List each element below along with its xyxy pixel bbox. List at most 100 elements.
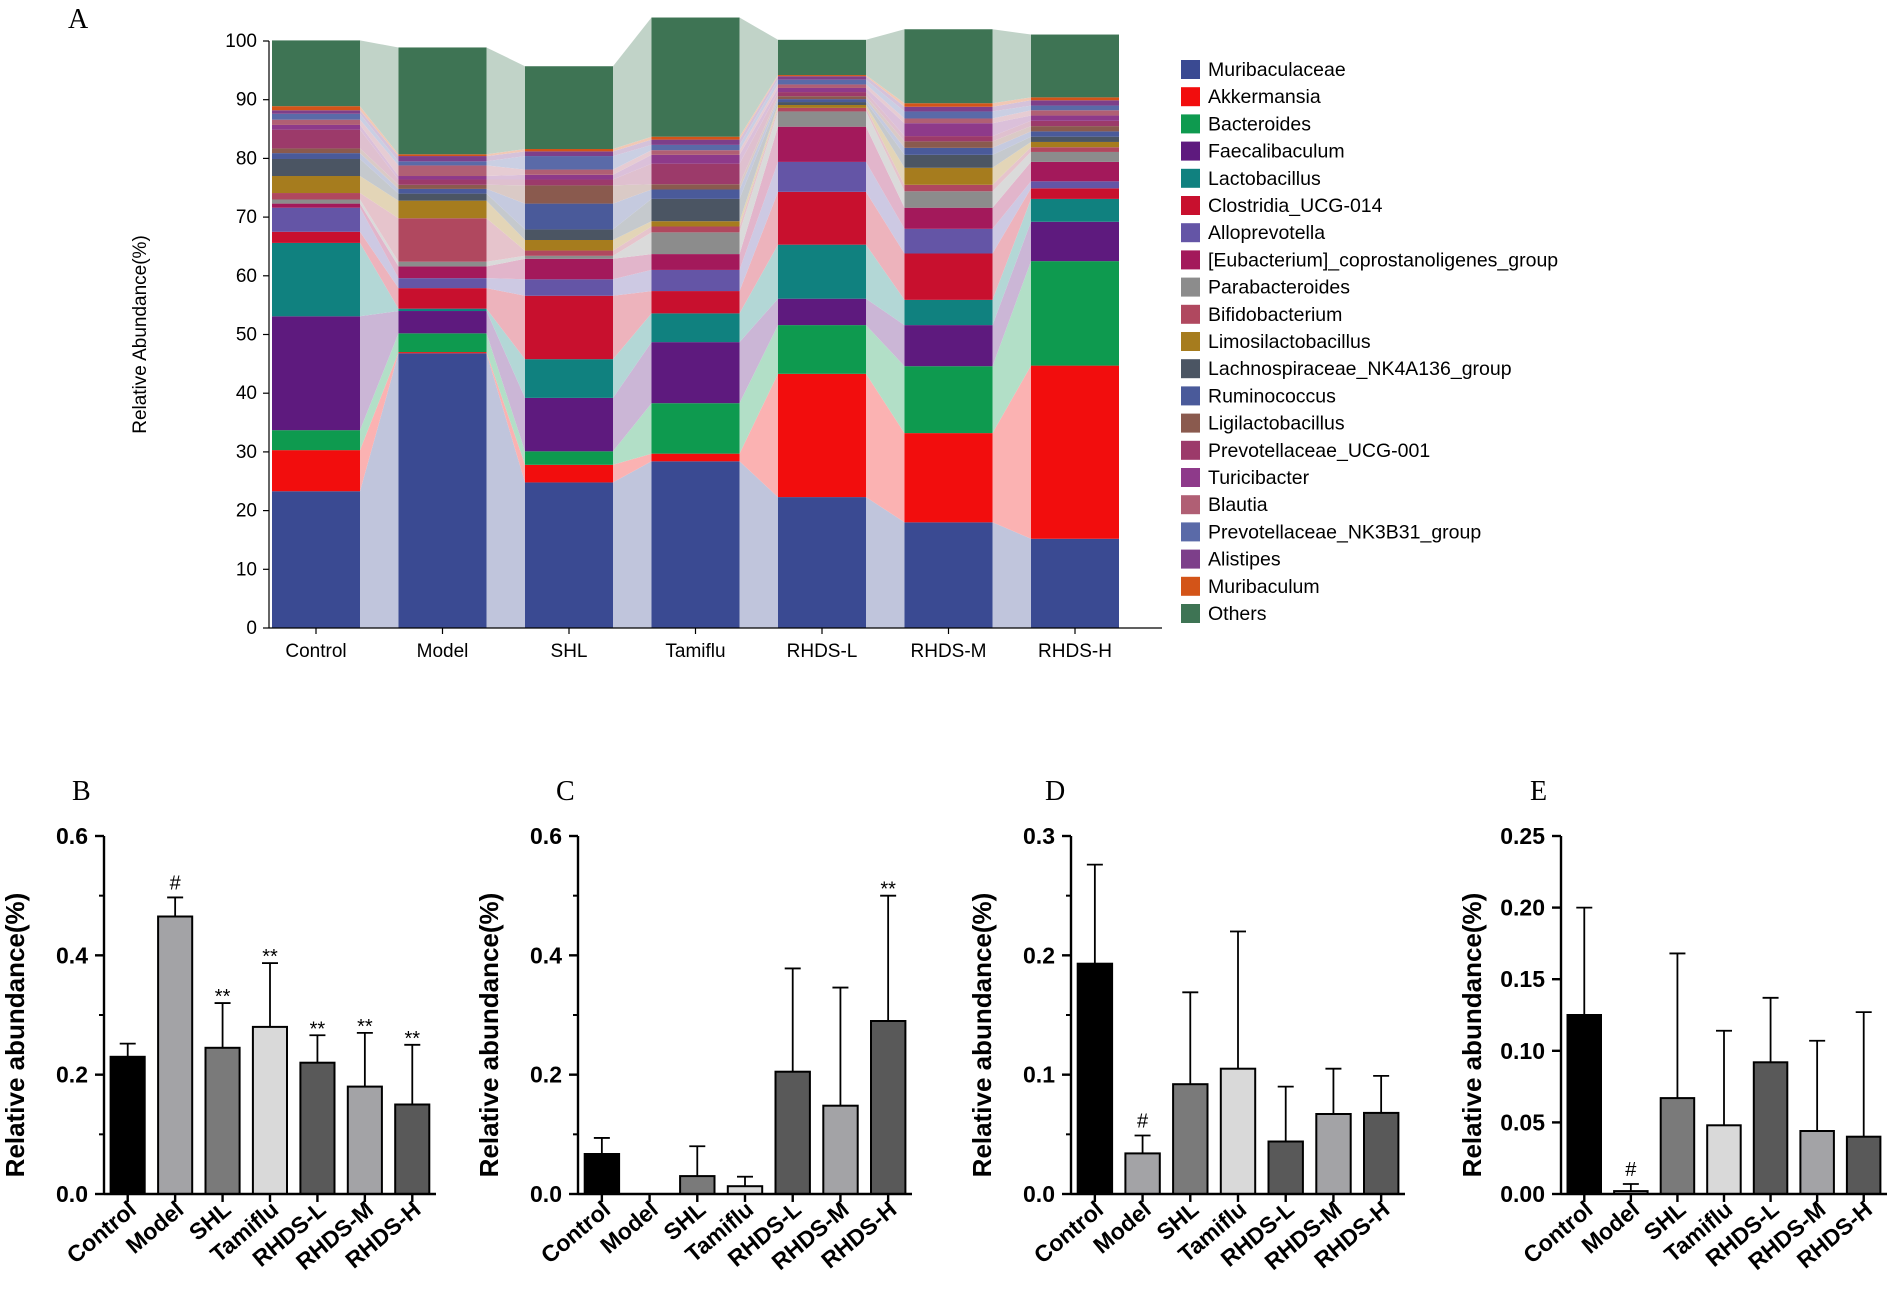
bar-segment xyxy=(525,229,613,240)
connector-band xyxy=(613,254,652,280)
connector-band xyxy=(613,136,652,152)
connector-band xyxy=(992,151,1031,208)
bar-segment xyxy=(525,239,613,251)
connector-band xyxy=(992,29,1031,104)
legend-swatch xyxy=(1181,495,1200,515)
connector-band xyxy=(866,76,905,112)
bar-segment xyxy=(525,359,613,398)
connector-band xyxy=(992,261,1031,434)
bar-segment xyxy=(1031,198,1119,222)
significance-mark: ** xyxy=(310,1018,326,1040)
bar-segment xyxy=(1031,34,1119,98)
bar-segment xyxy=(1031,261,1119,366)
bar-segment xyxy=(1031,136,1119,142)
bar-chart-d: #0.00.10.20.3ControlModelSHLTamifluRHDS-… xyxy=(967,823,1405,1275)
connector-band xyxy=(866,111,905,208)
bar-segment xyxy=(398,176,487,180)
bar xyxy=(1124,1152,1161,1196)
connector-band xyxy=(613,221,652,251)
connector-band xyxy=(360,106,399,157)
legend-swatch xyxy=(1181,522,1200,542)
legend-label: Ligilactobacillus xyxy=(1208,413,1345,435)
panel-letter-c: C xyxy=(556,776,575,807)
connector-band xyxy=(486,255,525,267)
significance-mark: ** xyxy=(215,986,231,1008)
bar-segment xyxy=(651,254,740,270)
bar-segment xyxy=(398,261,487,267)
bar xyxy=(109,1055,146,1196)
legend-swatch xyxy=(1181,277,1200,297)
bar-segment xyxy=(778,102,866,105)
legend-swatch xyxy=(1181,549,1200,569)
connector-band xyxy=(739,88,778,164)
bar-segment xyxy=(272,148,360,154)
y-tick-label: 0.4 xyxy=(530,942,562,968)
connector-band xyxy=(360,124,399,180)
bar-segment xyxy=(525,397,613,452)
connector-band xyxy=(739,126,778,270)
bar-chart-e: #0.000.050.100.150.200.25ControlModelSHL… xyxy=(1457,823,1887,1275)
connector-band xyxy=(613,163,652,186)
bar-segment xyxy=(651,144,740,151)
connector-band xyxy=(360,353,399,628)
bar xyxy=(299,1061,336,1195)
connector-band xyxy=(992,147,1031,192)
connector-band xyxy=(739,244,778,343)
connector-band xyxy=(739,79,778,151)
bar xyxy=(1566,1014,1602,1195)
bar-segment xyxy=(272,119,360,125)
legend-swatch xyxy=(1181,413,1200,433)
y-tick-label: 0.4 xyxy=(56,942,88,968)
bar xyxy=(346,1085,383,1195)
connector-band xyxy=(360,159,399,201)
y-tick-label: 0.0 xyxy=(1023,1181,1055,1207)
bar-segment xyxy=(272,113,360,120)
connector-band xyxy=(613,226,652,256)
bar-segment xyxy=(904,366,993,434)
bar-segment xyxy=(778,87,866,93)
bar-segment xyxy=(904,106,993,112)
connector-band xyxy=(613,139,652,157)
legend-label: Clostridia_UCG-014 xyxy=(1208,195,1383,217)
connector-band xyxy=(866,107,905,192)
connector-band xyxy=(613,342,652,452)
legend-swatch xyxy=(1181,196,1200,215)
connector-band xyxy=(739,92,778,185)
legend-swatch xyxy=(1181,359,1200,379)
bar-segment xyxy=(651,403,740,454)
y-tick-label: 30 xyxy=(236,442,257,463)
bar-segment xyxy=(778,99,866,103)
bar-segment xyxy=(904,141,993,148)
bar-segment xyxy=(525,295,613,360)
bar xyxy=(870,1020,907,1195)
panel-letter-b: B xyxy=(72,776,91,807)
y-tick-label: 0.6 xyxy=(56,823,88,849)
bar-segment xyxy=(398,193,487,201)
connector-band xyxy=(992,115,1031,137)
connector-band xyxy=(613,184,652,204)
y-tick-label: 40 xyxy=(236,383,257,404)
x-tick-label: SHL xyxy=(551,641,588,662)
bar-segment xyxy=(778,75,866,77)
bar-segment xyxy=(272,40,360,107)
connector-band xyxy=(992,126,1031,148)
connector-band xyxy=(866,105,905,185)
connector-band xyxy=(360,176,399,219)
bar-segment xyxy=(272,110,360,114)
legend-label: Alistipes xyxy=(1208,549,1281,571)
connector-band xyxy=(486,174,525,180)
connector-band xyxy=(613,150,652,175)
bar-segment xyxy=(525,258,613,280)
connector-band xyxy=(486,188,525,230)
y-tick-label: 0.0 xyxy=(530,1181,562,1207)
connector-band xyxy=(992,188,1031,300)
bar-segment xyxy=(525,255,613,259)
x-tick-label: RHDS-H xyxy=(1038,641,1112,662)
bar-segment xyxy=(904,299,993,326)
bar-segment xyxy=(778,104,866,108)
bar-segment xyxy=(904,111,993,119)
bar-segment xyxy=(651,291,740,314)
significance-mark: ** xyxy=(357,1016,373,1038)
legend-swatch xyxy=(1181,304,1200,324)
connector-band xyxy=(486,308,525,398)
